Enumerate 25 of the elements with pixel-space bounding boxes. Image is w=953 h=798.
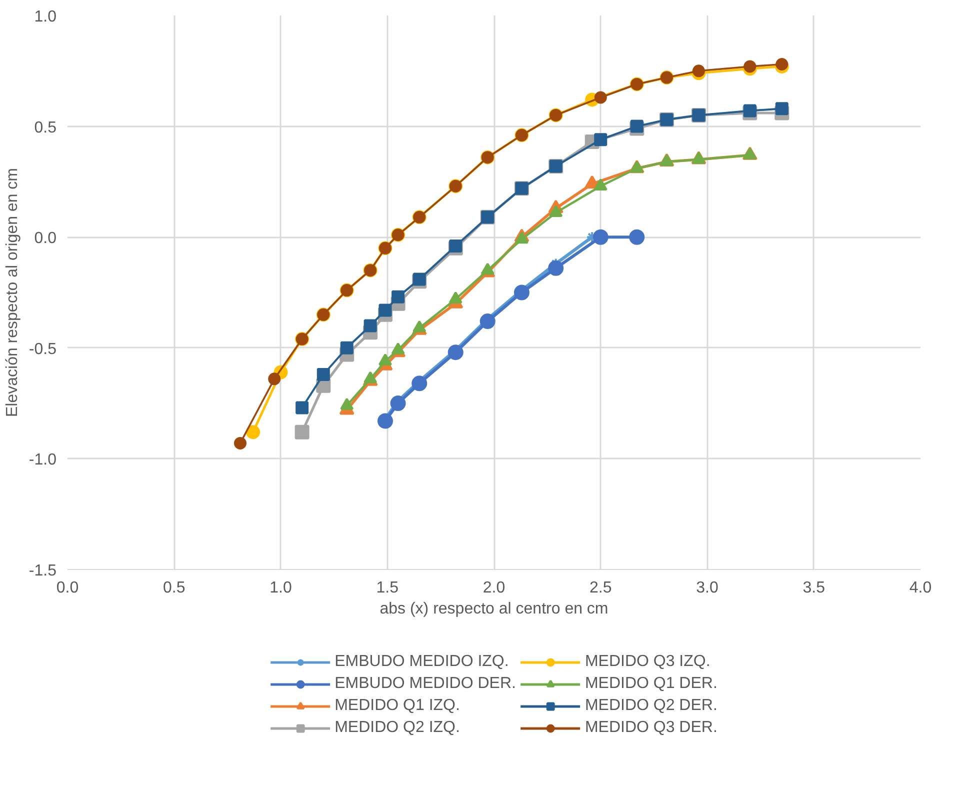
y-tick-label: 1.0 (34, 8, 57, 26)
y-tick-label: 0.5 (34, 119, 57, 136)
y-axis-title: Elevación respecto al origen en cm (4, 168, 21, 418)
legend-label: MEDIDO Q3 DER. (584, 719, 718, 737)
x-tick-label: 3.0 (696, 580, 718, 596)
legend-label: MEDIDO Q2 IZQ. (334, 719, 460, 737)
x-tick-label: 0.0 (56, 580, 79, 596)
y-tick-label: -1.0 (28, 452, 57, 469)
y-tick-label: -1.5 (28, 562, 57, 580)
legend-label: EMBUDO MEDIDO DER. (334, 675, 516, 693)
x-tick-label: 1.5 (376, 580, 399, 596)
x-tick-label: 1.0 (270, 580, 292, 596)
x-tick-label: 4.0 (909, 580, 932, 596)
legend-label: MEDIDO Q1 DER. (584, 675, 718, 693)
legend-label: MEDIDO Q1 IZQ. (334, 697, 460, 715)
x-tick-label: 3.5 (802, 580, 826, 596)
legend-label: MEDIDO Q3 IZQ. (584, 653, 710, 671)
legend-label: EMBUDO MEDIDO IZQ. (334, 653, 509, 671)
y-tick-label: 0.0 (34, 230, 57, 248)
x-tick-label: 0.5 (163, 580, 186, 596)
x-tick-label: 2.5 (590, 580, 612, 596)
x-tick-label: 2.0 (482, 580, 506, 596)
y-tick-label: -0.5 (28, 340, 57, 358)
x-axis-title: abs (x) respecto al centro en cm (380, 600, 608, 618)
legend-label: MEDIDO Q2 DER. (584, 697, 718, 715)
